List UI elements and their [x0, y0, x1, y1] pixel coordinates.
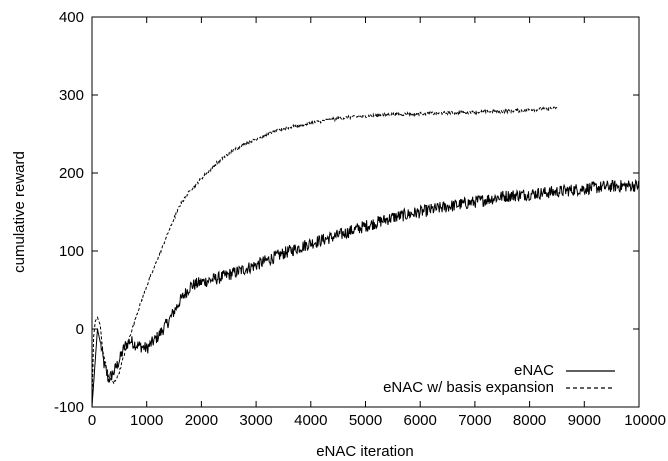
axis-ticks: 0 1000 2000 3000 4000 5000 6000 7000 8000 9000 100…	[54, 9, 666, 429]
y-tick-label: 200	[59, 165, 84, 182]
series-line-enac	[91, 178, 640, 408]
x-tick-label: 5000	[349, 412, 382, 429]
series-line-enac-basis-expansion	[91, 106, 558, 408]
legend-label-enac: eNAC	[514, 362, 554, 379]
legend-background	[350, 354, 634, 398]
plot-frame	[91, 16, 640, 408]
legend-label-enac-basis-expansion: eNAC w/ basis expansion	[383, 379, 554, 396]
x-tick-label: 2000	[185, 412, 218, 429]
legend: eNAC eNAC w/ basis expansion	[350, 354, 634, 398]
x-tick-label: 0	[88, 412, 96, 429]
y-tick-label: -100	[54, 399, 84, 416]
y-tick-label: 300	[59, 87, 84, 104]
x-tick-label: 7000	[458, 412, 491, 429]
x-tick-label: 9000	[568, 412, 601, 429]
y-tick-label: 0	[76, 321, 84, 338]
x-tick-label: 6000	[404, 412, 437, 429]
x-axis-label: eNAC iteration	[316, 443, 414, 460]
x-tick-label: 3000	[239, 412, 272, 429]
y-axis-label: cumulative reward	[11, 151, 28, 273]
x-tick-label: 4000	[294, 412, 327, 429]
x-tick-label: 8000	[513, 412, 546, 429]
x-tick-label: 10000	[624, 412, 666, 429]
x-tick-label: 1000	[130, 412, 163, 429]
y-tick-label: 100	[59, 243, 84, 260]
y-tick-label: 400	[59, 9, 84, 26]
plot-series	[91, 106, 640, 408]
